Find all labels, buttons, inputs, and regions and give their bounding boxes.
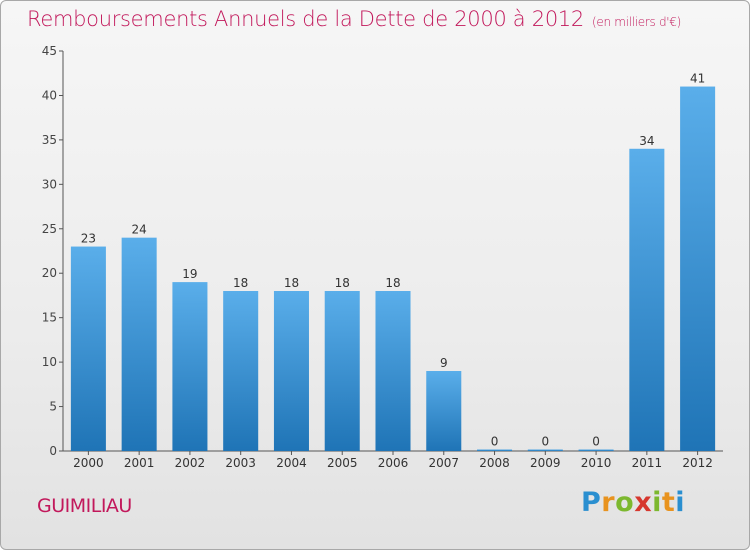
bar-2002: [172, 282, 208, 451]
bar-2009: [527, 449, 563, 451]
bar-2007: [426, 371, 462, 451]
bar-2001: [121, 237, 157, 451]
proxiti-logo: Proxiti: [581, 487, 685, 518]
x-tick-label: 2005: [327, 456, 358, 470]
data-label-2011: 34: [639, 134, 654, 148]
data-label-2005: 18: [335, 276, 350, 290]
x-tick-label: 2006: [378, 456, 409, 470]
bar-2010: [578, 449, 614, 451]
bar-2004: [273, 291, 309, 451]
x-tick-label: 2002: [175, 456, 206, 470]
y-tick-label: 35: [42, 133, 57, 147]
logo-letter: P: [581, 487, 602, 518]
data-label-2007: 9: [440, 356, 448, 370]
data-label-2004: 18: [284, 276, 299, 290]
data-label-2010: 0: [592, 435, 600, 449]
logo-letter: t: [661, 487, 676, 518]
chart-labels: 23 24 19 18 18 18 18 9 0 0 0 34 41: [81, 72, 706, 449]
x-tick-label: 2012: [682, 456, 713, 470]
bar-2000: [70, 246, 106, 451]
data-label-2003: 18: [233, 276, 248, 290]
x-tick-label: 2000: [73, 456, 104, 470]
y-tick-label: 10: [42, 355, 57, 369]
data-label-2008: 0: [491, 435, 499, 449]
logo-letter: o: [615, 487, 635, 518]
data-label-2012: 41: [690, 72, 705, 86]
bar-2005: [324, 291, 360, 451]
x-tick-label: 2004: [276, 456, 307, 470]
x-tick-label: 2003: [225, 456, 256, 470]
logo-letter: i: [652, 487, 662, 518]
logo-letter: i: [675, 487, 686, 518]
bar-2011: [629, 148, 665, 451]
y-tick-label: 5: [49, 400, 57, 414]
y-tick-label: 30: [42, 177, 57, 191]
logo-letter: r: [601, 487, 616, 518]
data-label-2001: 24: [132, 223, 147, 237]
y-tick-label: 20: [42, 266, 57, 280]
x-tick-label: 2007: [428, 456, 459, 470]
chart-bars: [70, 86, 716, 452]
bar-2012: [680, 86, 716, 452]
x-tick-label: 2011: [632, 456, 663, 470]
chart-title-text: Remboursements Annuels de la Dette de 20…: [27, 7, 584, 31]
y-tick-label: 25: [42, 222, 57, 236]
data-label-2006: 18: [385, 276, 400, 290]
data-label-2000: 23: [81, 232, 96, 246]
bar-2006: [375, 291, 411, 451]
x-tick-label: 2010: [581, 456, 612, 470]
x-tick-label: 2008: [479, 456, 510, 470]
logo-letter: x: [634, 487, 653, 518]
y-tick-label: 0: [49, 444, 57, 458]
data-label-2009: 0: [541, 435, 549, 449]
x-tick-label: 2009: [530, 456, 561, 470]
chart-title: Remboursements Annuels de la Dette de 20…: [27, 7, 681, 31]
y-tick-label: 40: [42, 88, 57, 102]
y-tick-label: 45: [42, 44, 57, 58]
bar-2003: [223, 291, 259, 451]
bar-2008: [477, 449, 513, 451]
x-tick-label: 2001: [124, 456, 155, 470]
chart-axes: 0 5 10 15 20 25 30 35 40 45 2000 2001 2002 2003 2004 20…: [42, 44, 723, 470]
y-tick-label: 15: [42, 311, 57, 325]
data-label-2002: 19: [182, 267, 197, 281]
commune-name: GUIMILIAU: [37, 495, 132, 517]
chart-subtitle: (en milliers d'€): [592, 15, 682, 29]
